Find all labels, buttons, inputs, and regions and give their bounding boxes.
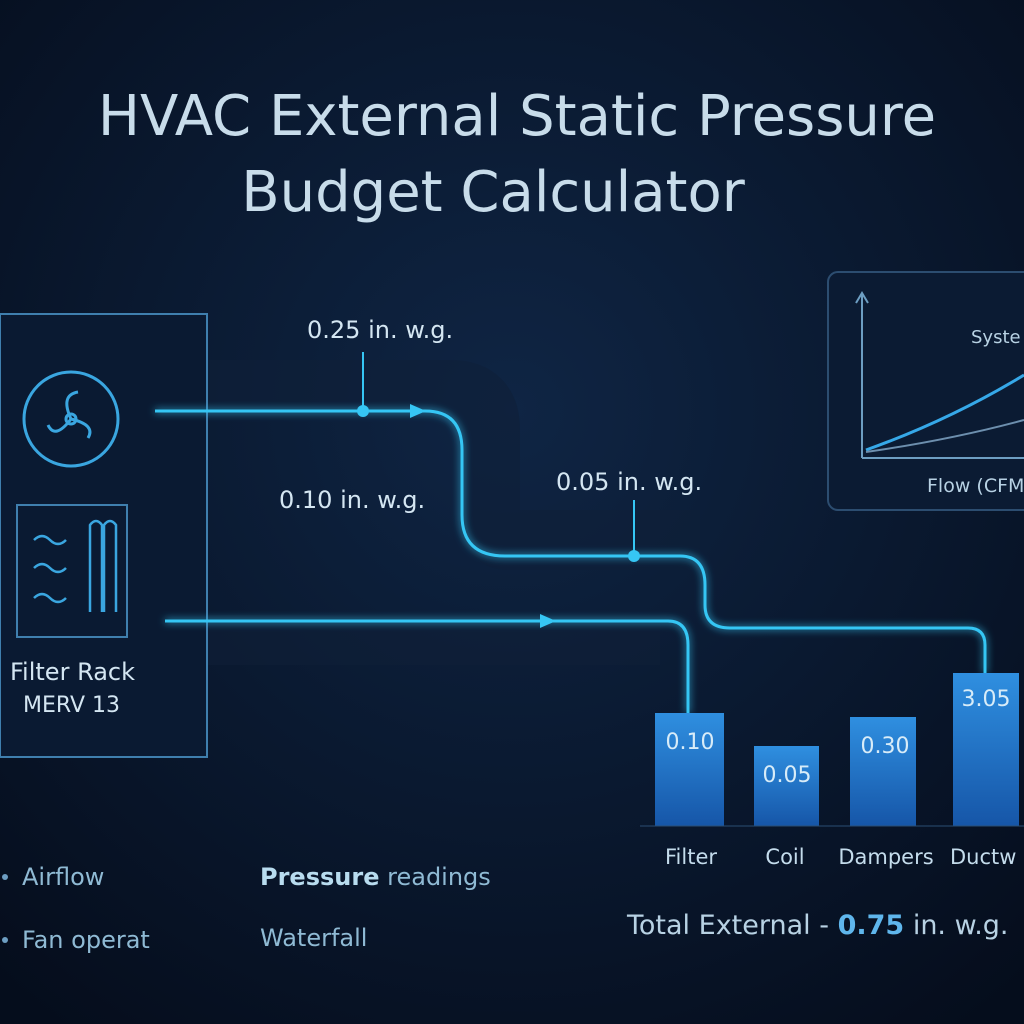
legend-item: Airflow [22,863,105,891]
legend-item: Waterfall [260,924,368,952]
reading-dot [357,405,369,417]
inset-series: Syste [971,327,1021,348]
bar [754,746,819,826]
legend-bullet [2,937,8,943]
system-curve [865,373,1024,452]
filter-icon [16,504,128,638]
duct-shadow [180,360,700,570]
reading-dot [628,550,640,562]
fan-hub [64,412,78,426]
title: HVAC External Static Pressure [97,84,937,149]
airflow-path [155,409,987,673]
pressure-label: 0.05 in. w.g. [556,468,703,496]
title: Budget Calculator [241,160,745,225]
airflow-path [165,619,690,713]
fan-curve [865,419,1024,453]
bar-value: 0.10 [665,730,715,755]
pressure-label: 0.25 in. w.g. [307,316,454,344]
total-label: Total External - [627,910,829,941]
bar-value: 0.05 [762,763,812,788]
inset-axes [855,291,1024,459]
bar-label: Coil [765,845,805,869]
bar [655,713,724,826]
bar-value: 0.30 [860,734,910,759]
bar-label: Filter [664,845,717,869]
legend-item: Fan operat [22,926,150,954]
unit-name: Filter Rack [10,658,136,686]
legend-bold: Pressure [260,863,380,891]
bar-value: 3.05 [961,687,1011,712]
total-value: 0.75 [837,910,905,941]
unit-rating: MERV 13 [23,693,121,718]
legend-item: Pressure readings [260,863,491,891]
bar-label: Ductw [950,845,1017,869]
filter-glyph [33,519,118,612]
pressure-label: 0.10 in. w.g. [279,486,426,514]
bar [953,673,1019,826]
total: Total External - 0.75 in. w.g. [627,910,1009,941]
legend-bullet [2,874,8,880]
bar-label: Dampers [838,845,934,869]
inset-x-label: Flow (CFM [927,475,1024,497]
fan-icon [22,370,120,468]
legend-text: readings [387,863,491,891]
total-unit: in. w.g. [912,910,1009,941]
bar [850,717,916,826]
